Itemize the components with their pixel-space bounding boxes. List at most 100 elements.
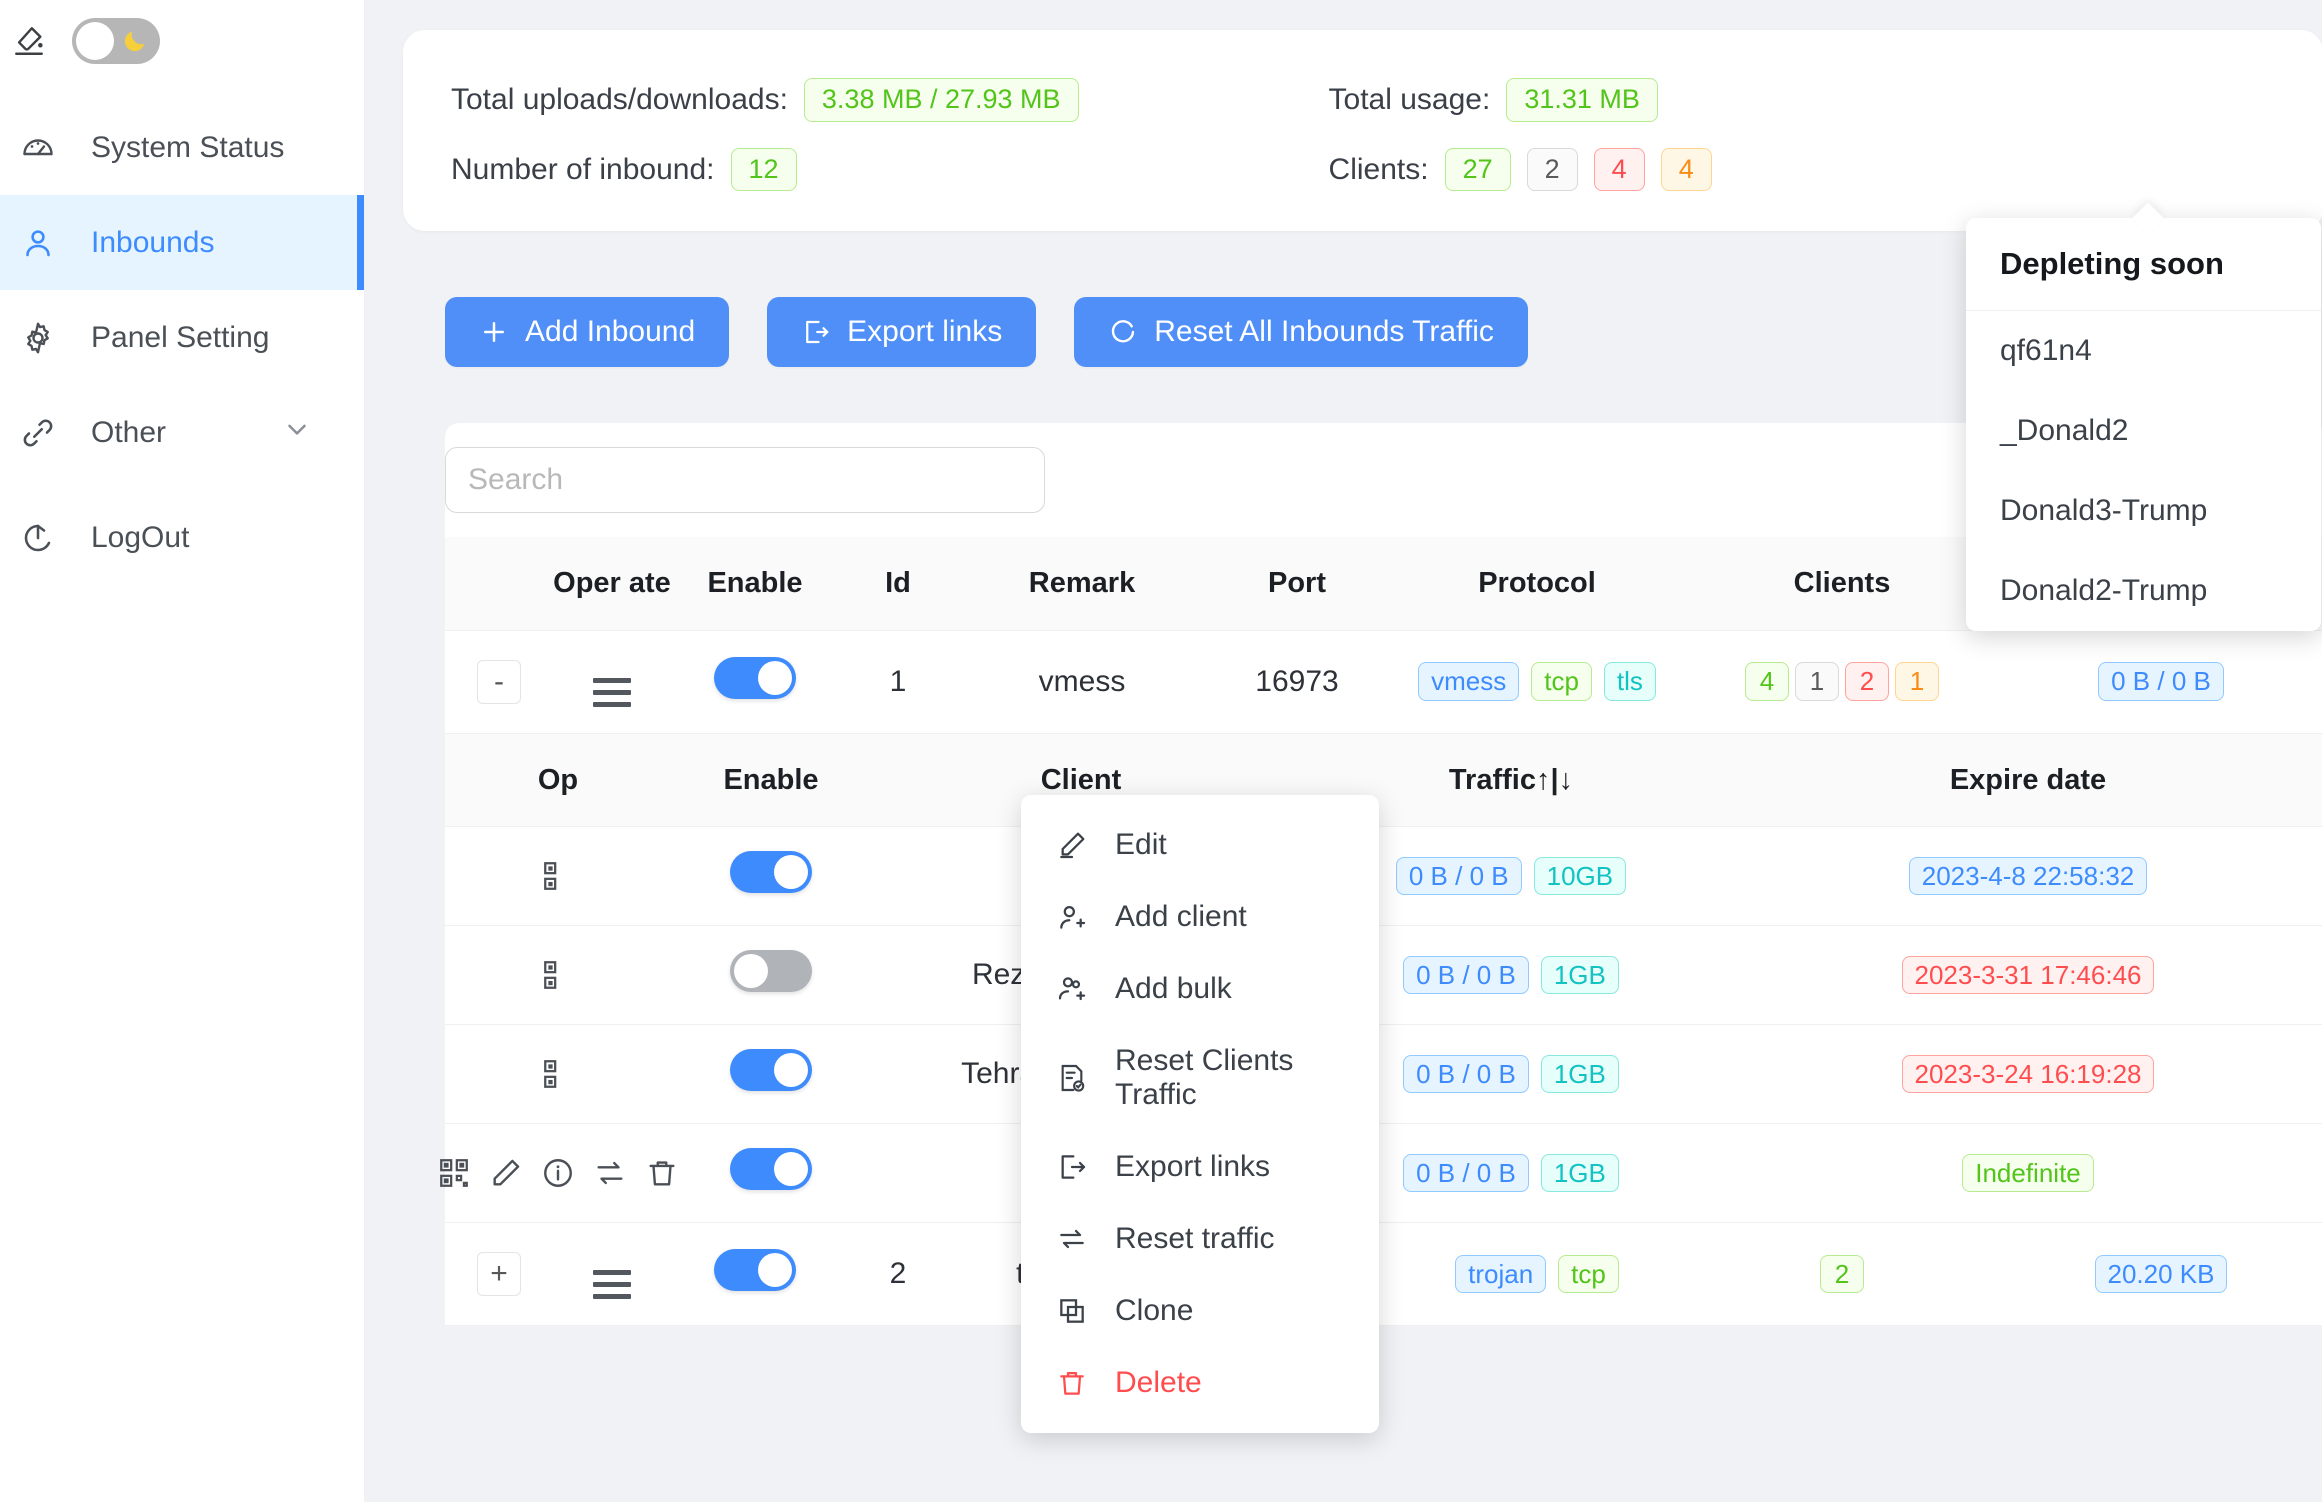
pencil-icon[interactable] xyxy=(489,1156,523,1190)
chevron-down-icon[interactable] xyxy=(282,414,312,452)
menu-item-export-links[interactable]: Export links xyxy=(1021,1131,1379,1203)
search-input[interactable] xyxy=(445,447,1045,514)
client-enable-cell xyxy=(671,1123,871,1223)
client-traffic-tag: 0 B / 0 B xyxy=(1403,955,1529,995)
dashboard-icon xyxy=(16,126,60,170)
client-expire-tag: 2023-3-31 17:46:46 xyxy=(1901,955,2155,995)
reset-traffic-icon[interactable] xyxy=(593,1156,627,1190)
user-plus-icon xyxy=(1055,900,1089,934)
list-item[interactable]: Tehran Depleted 0 B / 0 B xyxy=(445,1024,2322,1124)
enable-toggle[interactable] xyxy=(714,1248,796,1291)
client-enable-toggle[interactable] xyxy=(730,1048,812,1091)
th-id: Id xyxy=(839,537,957,631)
client-expire-tag: 2023-4-8 22:58:32 xyxy=(1908,856,2148,896)
client-enable-cell xyxy=(671,826,871,926)
popover-list-item[interactable]: Donald3-Trump xyxy=(2000,494,2208,527)
popover-list-item[interactable]: _Donald2 xyxy=(2000,414,2129,447)
pencil-icon xyxy=(1055,828,1089,862)
sidebar-item-panel-setting[interactable]: Panel Setting xyxy=(0,290,364,385)
clients-depleting-badge[interactable]: 4 xyxy=(1660,147,1712,192)
sidebar-item-label: System Status xyxy=(91,130,285,164)
client-enable-cell xyxy=(671,925,871,1025)
qrcode-icon[interactable] xyxy=(541,859,575,893)
popover-list-item[interactable]: qf61n4 xyxy=(2000,334,2092,367)
operate-cell xyxy=(553,1222,671,1326)
info-icon[interactable] xyxy=(541,1156,575,1190)
sidebar-item-logout[interactable]: LogOut xyxy=(0,490,364,585)
list-item[interactable]: Reza Depleted 0 B / 0 B 1G xyxy=(445,925,2322,1025)
client-enable-toggle[interactable] xyxy=(730,850,812,893)
client-expire-cell: Indefinite xyxy=(1731,1123,2322,1223)
clients-disabled-badge[interactable]: 2 xyxy=(1526,147,1578,192)
th-enable: Enable xyxy=(671,537,839,631)
th-expand xyxy=(445,537,553,631)
clients-depleted-badge[interactable]: 2 xyxy=(1845,662,1889,701)
export-icon xyxy=(801,317,831,347)
qrcode-icon[interactable] xyxy=(437,1156,471,1190)
inbound-count-value: 12 xyxy=(730,147,797,192)
stat-uploads-downloads: Total uploads/downloads: 3.38 MB / 27.93… xyxy=(451,78,1079,122)
client-action-icons xyxy=(440,1156,675,1190)
expand-row-button[interactable]: + xyxy=(477,1251,521,1296)
menu-item-label: Reset traffic xyxy=(1115,1222,1275,1255)
menu-item-label: Reset Clients Traffic xyxy=(1115,1044,1294,1111)
dark-mode-toggle[interactable] xyxy=(72,18,160,64)
menu-item-reset-clients-traffic[interactable]: Reset Clients Traffic xyxy=(1021,1025,1379,1131)
client-enable-toggle[interactable] xyxy=(730,1147,812,1190)
trash-icon[interactable] xyxy=(645,1156,679,1190)
popover-list-item[interactable]: Donald2-Trump xyxy=(2000,574,2208,607)
menu-item-add-client[interactable]: Add client xyxy=(1021,881,1379,953)
network-tag: tcp xyxy=(1558,1254,1619,1294)
table-row[interactable]: - 1 vmess 16973 vmess xyxy=(445,630,2322,734)
reset-all-traffic-button[interactable]: Reset All Inbounds Traffic xyxy=(1074,297,1528,368)
expand-cell: + xyxy=(445,1222,553,1326)
enable-cell xyxy=(671,1222,839,1326)
list-item[interactable]: qf61n4 0 B / 0 B 1GB xyxy=(440,1123,2322,1223)
clients-depleting-badge[interactable]: 1 xyxy=(1895,662,1939,701)
stat-clients: Clients: 27 2 4 4 xyxy=(1329,147,1712,192)
client-quota-tag: 1GB xyxy=(1540,1153,1619,1193)
security-tag: tls xyxy=(1603,662,1656,701)
sidebar-item-other[interactable]: Other xyxy=(0,385,364,480)
client-expire-cell: 2023-3-31 17:46:46 xyxy=(1731,925,2322,1025)
collapse-row-button[interactable]: - xyxy=(477,659,521,704)
table-row[interactable]: + 2 trojan test 45623 tro xyxy=(445,1222,2322,1326)
gear-icon xyxy=(16,316,60,360)
menu-item-label: Delete xyxy=(1115,1366,1202,1399)
menu-item-clone[interactable]: Clone xyxy=(1021,1275,1379,1347)
clients-cell: 4 1 2 1 xyxy=(1687,630,1997,734)
client-quota-tag: 10GB xyxy=(1533,856,1627,896)
clients-depleted-badge[interactable]: 4 xyxy=(1593,147,1645,192)
row-menu-icon[interactable] xyxy=(593,677,631,707)
theme-paint-icon[interactable] xyxy=(8,20,50,62)
list-item[interactable]: Ali 0 B / 0 B 10GB xyxy=(445,826,2322,926)
qrcode-icon[interactable] xyxy=(541,1057,575,1091)
sidebar-menu: System Status Inbounds xyxy=(0,100,364,585)
client-operate-cell xyxy=(445,925,671,1025)
sidebar-item-inbounds[interactable]: Inbounds xyxy=(0,195,364,290)
inbounds-table: Oper ate Enable Id Remark Port Protocol … xyxy=(440,537,2322,1326)
menu-item-reset-traffic[interactable]: Reset traffic xyxy=(1021,1203,1379,1275)
client-enable-toggle[interactable] xyxy=(730,949,812,992)
clients-disabled-badge[interactable]: 1 xyxy=(1795,662,1839,701)
clients-active-badge[interactable]: 4 xyxy=(1745,662,1789,701)
plus-icon xyxy=(479,317,509,347)
menu-item-delete[interactable]: Delete xyxy=(1021,1347,1379,1419)
menu-item-add-bulk[interactable]: Add bulk xyxy=(1021,953,1379,1025)
th-client-operate: Op xyxy=(445,733,671,827)
row-menu-icon[interactable] xyxy=(593,1269,631,1299)
menu-item-edit[interactable]: Edit xyxy=(1021,809,1379,881)
qrcode-icon[interactable] xyxy=(541,958,575,992)
clients-table: Op Enable Client Traffic↑|↓ Expire date xyxy=(440,733,2322,1223)
menu-item-label: Clone xyxy=(1115,1294,1194,1327)
add-inbound-button[interactable]: Add Inbound xyxy=(445,297,730,368)
client-expire-tag: 2023-3-24 16:19:28 xyxy=(1901,1054,2155,1094)
enable-cell xyxy=(671,630,839,734)
sidebar-item-label: LogOut xyxy=(91,520,190,554)
export-links-button[interactable]: Export links xyxy=(767,297,1037,368)
sidebar-item-system-status[interactable]: System Status xyxy=(0,100,364,195)
clients-total-badge[interactable]: 27 xyxy=(1444,147,1511,192)
client-action-icons xyxy=(445,1057,671,1091)
enable-toggle[interactable] xyxy=(714,656,796,699)
clients-active-badge[interactable]: 2 xyxy=(1820,1254,1864,1294)
